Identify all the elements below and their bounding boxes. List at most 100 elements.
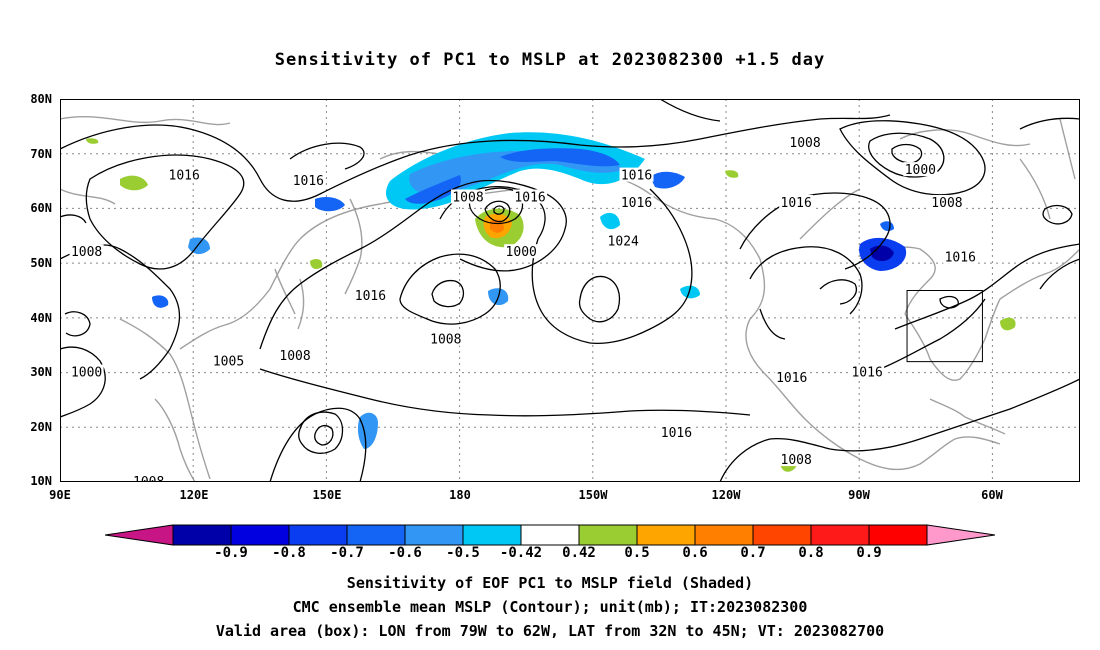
contour-label: 1005 bbox=[213, 355, 244, 370]
contour-label-bg bbox=[619, 194, 654, 209]
map-panel: 1016 1016 1016 1008 1016 1016 1008 1000 1016 1008… bbox=[60, 99, 1080, 482]
colorbar-right-triangle bbox=[926, 524, 995, 546]
lat-label-80n: 80N bbox=[30, 92, 52, 106]
contour-label: 1008 bbox=[71, 245, 102, 260]
lon-label-120e: 120E bbox=[179, 488, 209, 502]
colorbar-tick-label: -0.6 bbox=[388, 545, 422, 561]
contour-label-bg bbox=[451, 189, 485, 204]
contour-label: 1016 bbox=[851, 366, 882, 381]
sensitivity-shading bbox=[86, 132, 1016, 472]
contour-label: 1016 bbox=[945, 251, 976, 266]
contour-label: 1008 bbox=[781, 453, 812, 468]
footer-line-1: Sensitivity of EOF PC1 to MSLP field (Sh… bbox=[346, 574, 754, 592]
contour-label-bg bbox=[903, 162, 938, 177]
lon-label-120w: 120W bbox=[711, 488, 741, 502]
lon-label-90w: 90W bbox=[848, 488, 870, 502]
colorbar-segments bbox=[105, 524, 995, 546]
colorbar-tick-label: 0.8 bbox=[798, 545, 824, 561]
colorbar-segment bbox=[462, 524, 522, 546]
contour-label: 1000 bbox=[71, 366, 102, 381]
colorbar-tick-label: 0.6 bbox=[682, 545, 708, 561]
contour-label-bg bbox=[513, 189, 548, 204]
contour-label-bg bbox=[619, 167, 654, 182]
contour-label: 1016 bbox=[781, 196, 812, 211]
contour-label: 1016 bbox=[621, 169, 652, 184]
contour-label-bg bbox=[69, 364, 104, 379]
contour-label: 1008 bbox=[430, 333, 461, 348]
lat-label-40n: 40N bbox=[30, 311, 52, 325]
lon-label-180: 180 bbox=[449, 488, 471, 502]
contour-label-bg bbox=[504, 244, 539, 259]
colorbar-tick-label: 0.42 bbox=[562, 545, 596, 561]
colorbar-tick-label: -0.42 bbox=[499, 545, 543, 561]
contour-label-bg bbox=[779, 452, 814, 467]
contour-label-bg bbox=[788, 134, 823, 149]
colorbar-segment bbox=[694, 524, 754, 546]
contour-label-bg bbox=[779, 194, 814, 209]
footer-line-3: Valid area (box): LON from 79W to 62W, L… bbox=[215, 622, 885, 640]
lat-label-70n: 70N bbox=[30, 147, 52, 161]
colorbar-segment bbox=[636, 524, 696, 546]
colorbar-tick-label: -0.8 bbox=[272, 545, 306, 561]
contour-label-bg bbox=[774, 370, 809, 385]
contour-label-bg bbox=[353, 287, 388, 302]
colorbar-segment bbox=[288, 524, 348, 546]
contour-label: 1008 bbox=[789, 136, 820, 151]
contour-label-bg bbox=[929, 194, 964, 209]
colorbar-tick-label: 0.9 bbox=[856, 545, 882, 561]
colorbar-tick-label: 0.5 bbox=[624, 545, 650, 561]
contour-label: 1016 bbox=[514, 190, 545, 205]
contour-label-bg bbox=[131, 474, 166, 482]
colorbar-segment bbox=[810, 524, 870, 546]
footer-line-2: CMC ensemble mean MSLP (Contour); unit(m… bbox=[292, 598, 808, 616]
lat-label-30n: 30N bbox=[30, 365, 52, 379]
contour-label-bg bbox=[167, 167, 202, 182]
colorbar-segment bbox=[230, 524, 290, 546]
lat-label-60n: 60N bbox=[30, 201, 52, 215]
contour-label-bg bbox=[850, 364, 885, 379]
contour-label-bg bbox=[278, 348, 313, 363]
colorbar-tick-label: -0.7 bbox=[330, 545, 364, 561]
colorbar-tick-label: -0.5 bbox=[446, 545, 480, 561]
contour-label-bg bbox=[291, 173, 326, 188]
colorbar-segment bbox=[868, 524, 928, 546]
map-svg: 1016 1016 1016 1008 1016 1016 1008 1000 1016 1008… bbox=[60, 99, 1080, 482]
contour-label: 1008 bbox=[452, 190, 483, 205]
contour-label-bg bbox=[211, 353, 246, 368]
colorbar-left-triangle bbox=[105, 524, 174, 546]
contour-label: 1008 bbox=[279, 349, 310, 364]
contour-label: 1016 bbox=[776, 371, 807, 386]
contour-label-bg bbox=[428, 331, 463, 346]
lon-label-60w: 60W bbox=[981, 488, 1003, 502]
colorbar bbox=[105, 524, 995, 546]
lat-label-10n: 10N bbox=[30, 474, 52, 488]
colorbar-segment bbox=[520, 524, 580, 546]
colorbar-segment bbox=[404, 524, 464, 546]
colorbar-segment bbox=[752, 524, 812, 546]
mslp-contours bbox=[60, 99, 1080, 482]
contour-label: 1016 bbox=[621, 196, 652, 211]
lat-label-50n: 50N bbox=[30, 256, 52, 270]
contour-label-bg bbox=[943, 249, 978, 264]
lon-label-90e: 90E bbox=[49, 488, 71, 502]
contour-label: 1016 bbox=[169, 169, 200, 184]
colorbar-tick-label: 0.7 bbox=[740, 545, 766, 561]
graticule bbox=[60, 99, 1080, 482]
contour-label-bg bbox=[659, 424, 694, 439]
contour-label: 1008 bbox=[931, 196, 962, 211]
colorbar-segment bbox=[346, 524, 406, 546]
contour-label: 1000 bbox=[506, 245, 537, 260]
valid-area-box bbox=[906, 290, 983, 363]
lon-label-150w: 150W bbox=[578, 488, 608, 502]
colorbar-segment bbox=[172, 524, 232, 546]
contour-label-bg bbox=[606, 233, 641, 248]
contour-label-bg bbox=[69, 244, 104, 259]
contour-label: 1024 bbox=[608, 234, 639, 249]
colorbar-segment bbox=[578, 524, 638, 546]
contour-label-group: 1016 1016 1016 1008 1016 1016 1008 1000 1016 1008… bbox=[69, 134, 978, 482]
contour-label: 1016 bbox=[293, 174, 324, 189]
lat-label-20n: 20N bbox=[30, 420, 52, 434]
colorbar-tick-label: -0.9 bbox=[214, 545, 248, 561]
contour-label: 1016 bbox=[355, 289, 386, 304]
contour-label: 1000 bbox=[905, 163, 936, 178]
